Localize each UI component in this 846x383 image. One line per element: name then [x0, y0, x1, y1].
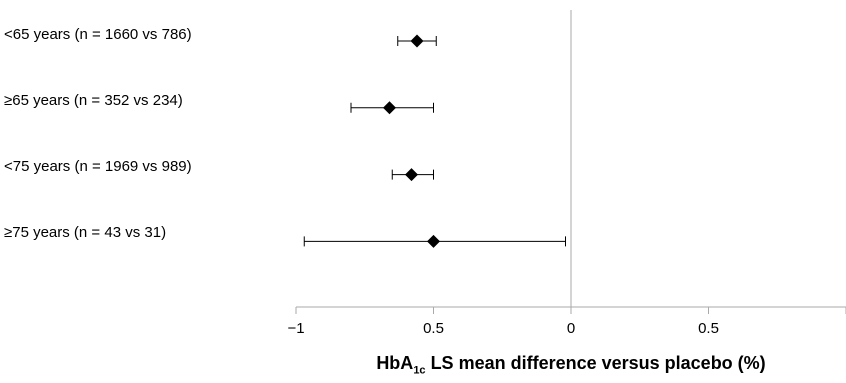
x-axis-title-main: HbA	[376, 353, 414, 373]
x-tick-label: −1	[287, 320, 305, 337]
estimate-diamond	[427, 234, 440, 248]
x-axis-title: HbA1c LS mean difference versus placebo …	[296, 351, 846, 383]
x-tick-label: 0.5	[698, 320, 719, 337]
x-tick-label: 0	[566, 320, 576, 337]
row-label: <75 years (n = 1969 vs 989)	[4, 158, 192, 175]
estimate-diamond	[405, 168, 418, 182]
row-label: ≥65 years (n = 352 vs 234)	[4, 92, 183, 109]
x-tick-label: 0.5	[423, 320, 444, 337]
row-label: ≥75 years (n = 43 vs 31)	[4, 224, 167, 241]
x-axis-title-subscript: 1c	[413, 364, 426, 377]
x-axis-title-rest: LS mean difference versus placebo (%)	[425, 353, 766, 373]
estimate-diamond	[383, 101, 396, 115]
x-axis-ticks	[295, 307, 846, 314]
row-label: <65 years (n = 1660 vs 786)	[4, 26, 192, 43]
estimate-rows	[303, 34, 566, 248]
estimate-diamond	[410, 34, 424, 48]
